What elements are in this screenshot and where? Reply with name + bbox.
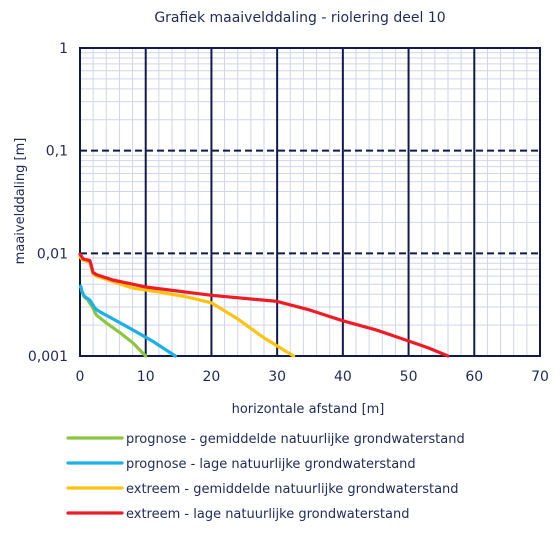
legend: prognose - gemiddelde natuurlijke grondw… — [66, 432, 465, 522]
legend-label-4: extreem - lage natuurlijke grondwatersta… — [126, 507, 409, 522]
plot-area: 0 10 20 30 40 50 60 70 0,001 0,01 0,1 1 — [28, 41, 549, 385]
series-line-2 — [79, 284, 177, 358]
x-tick-label: 10 — [137, 369, 155, 385]
y-tick-label: 0,001 — [28, 349, 68, 365]
x-tick-label: 40 — [334, 369, 352, 385]
x-tick-label: 0 — [76, 369, 85, 385]
series-line-1 — [79, 285, 148, 358]
x-tick-label: 20 — [203, 369, 221, 385]
x-tick-label: 50 — [400, 369, 418, 385]
x-tick-label: 60 — [465, 369, 483, 385]
y-axis-label: maaivelddaling [m] — [13, 138, 28, 265]
y-tick-label: 1 — [59, 41, 68, 57]
y-tick-label: 0,1 — [46, 144, 68, 160]
legend-label-3: extreem - gemiddelde natuurlijke grondwa… — [126, 482, 459, 497]
x-axis-label: horizontale afstand [m] — [232, 402, 385, 417]
series-line-4 — [78, 252, 450, 358]
chart-title: Grafiek maaivelddaling - riolering deel … — [154, 10, 445, 26]
legend-label-2: prognose - lage natuurlijke grondwaterst… — [126, 457, 416, 472]
x-tick-label: 30 — [268, 369, 286, 385]
x-tick-label: 70 — [531, 369, 549, 385]
legend-label-1: prognose - gemiddelde natuurlijke grondw… — [126, 432, 465, 447]
y-tick-label: 0,01 — [37, 246, 68, 262]
plot-border — [79, 47, 541, 357]
